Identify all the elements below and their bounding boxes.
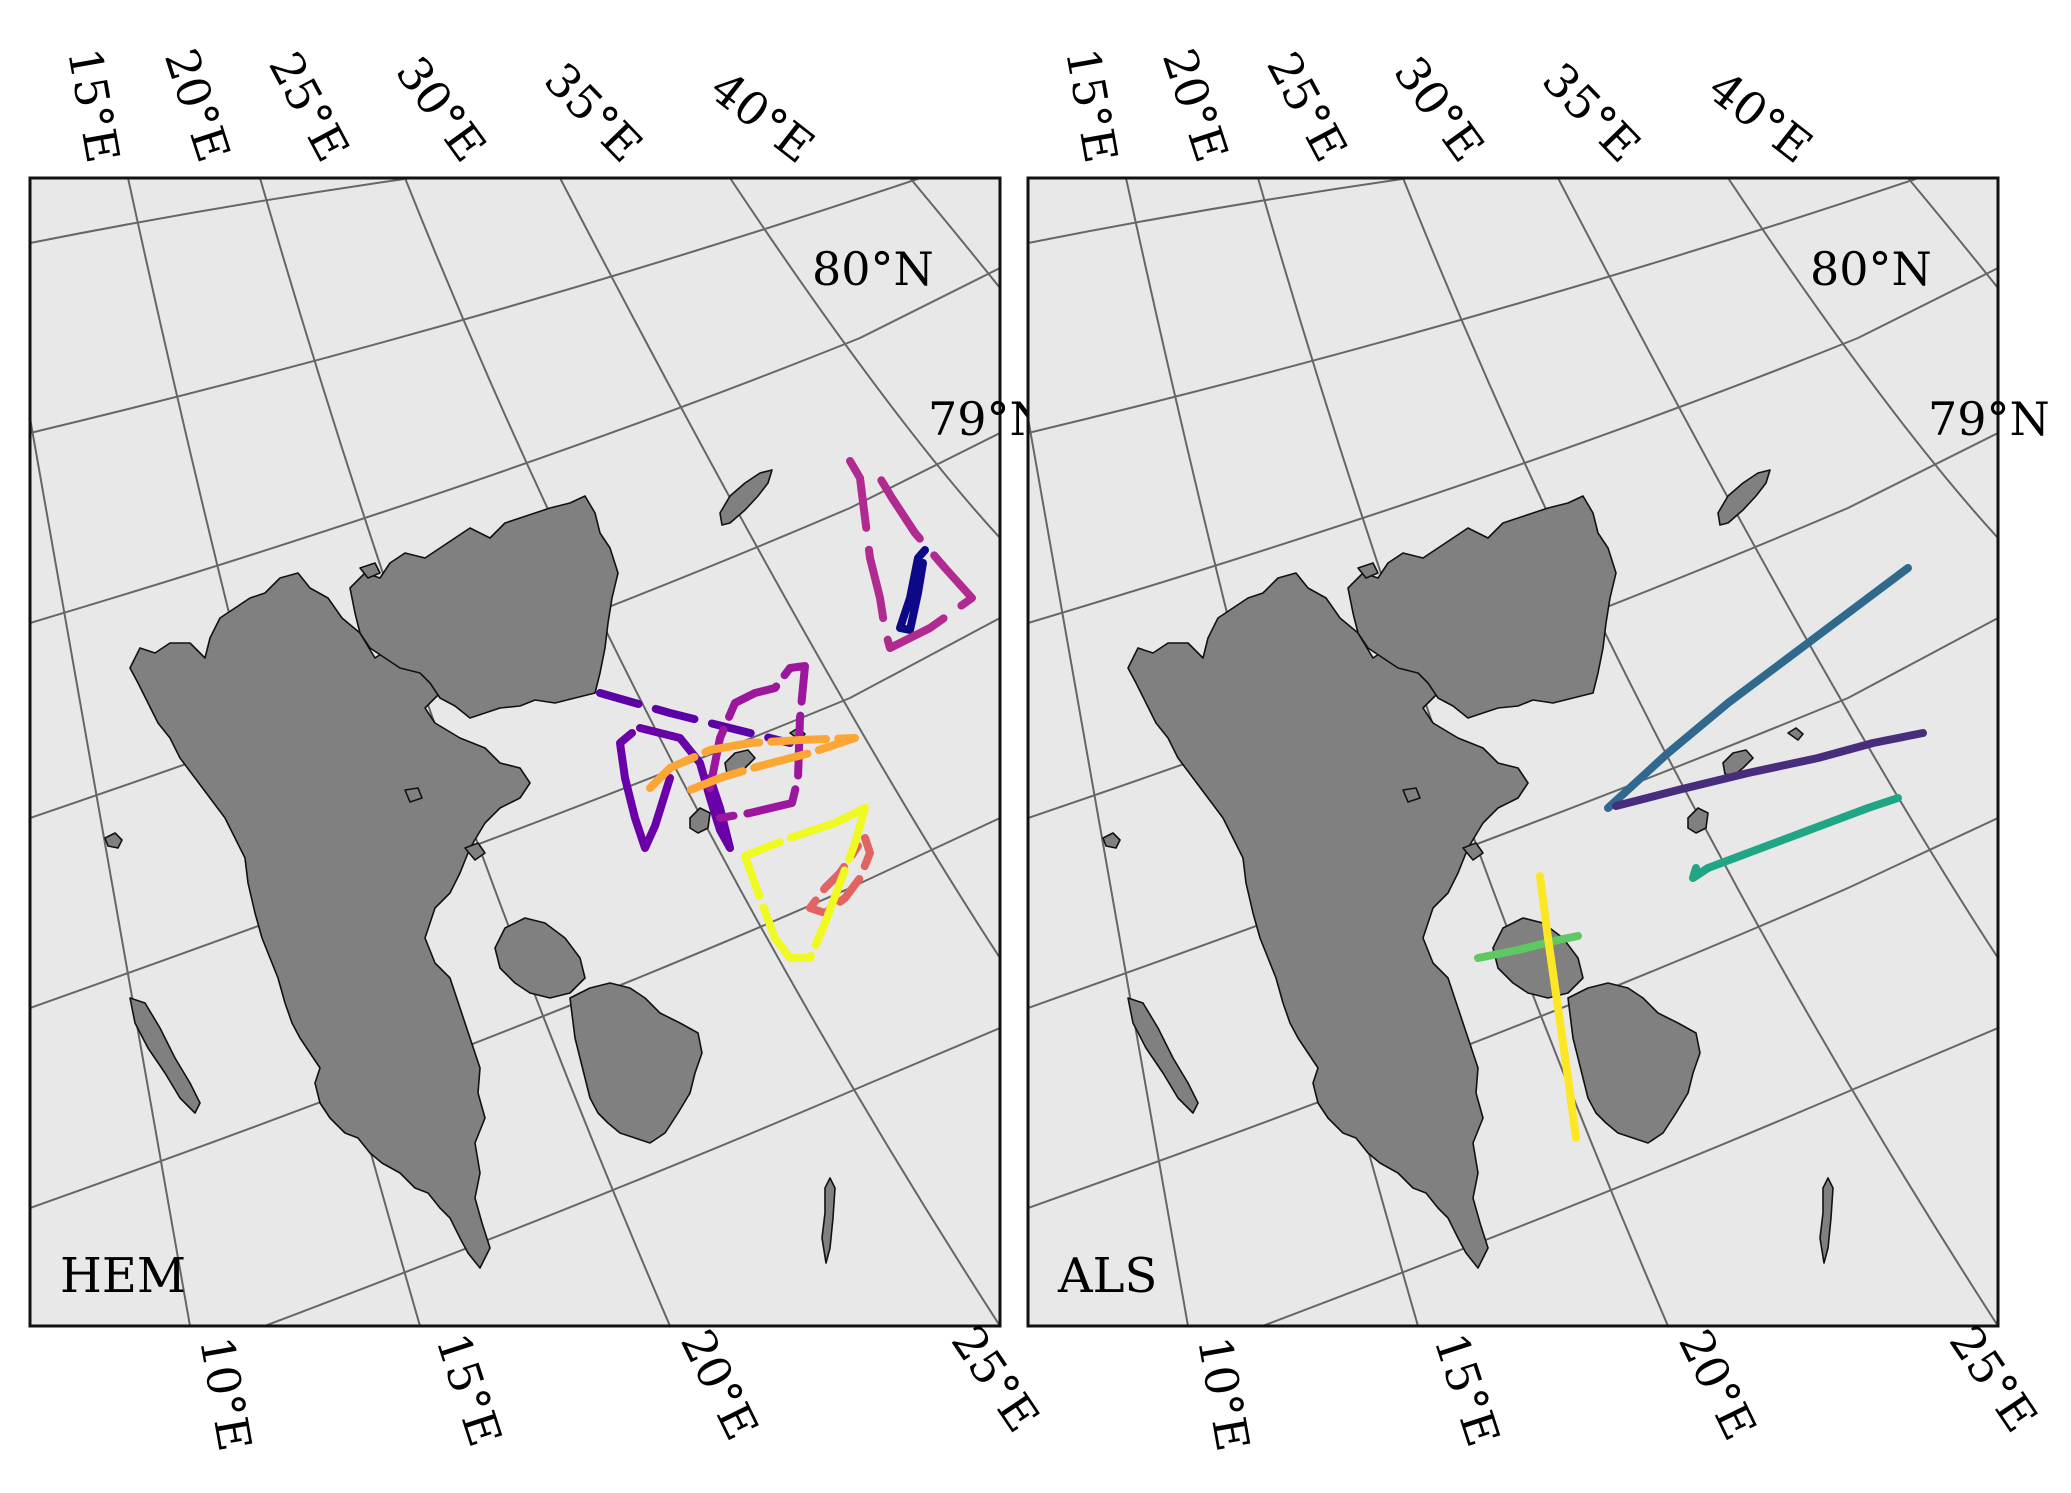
lon-label-top-40e: 40°E [701,60,825,173]
lon-label-bottom-10e: 10°E [1187,1333,1260,1456]
lon-label-bottom-15e: 15°E [426,1327,513,1453]
als-map-panel: ALS 80°N 79°N 15°E 20°E 25°E 30°E 35°E 4… [1026,42,2050,1456]
panel-label: HEM [60,1248,186,1304]
lon-label-bottom-20e: 20°E [1668,1321,1767,1448]
als-track-2 [1612,729,1927,810]
map-frame [1026,176,2000,1328]
hem-track-1 [896,546,929,634]
hem-track-8 [741,804,869,962]
lon-label-bottom-25e: 25°E [1939,1316,2048,1442]
lon-label-bottom-20e: 20°E [670,1321,769,1448]
als-track-4 [1474,932,1582,962]
lon-label-bottom-15e: 15°E [1424,1327,1511,1453]
lon-label-top-15e: 15°E [57,44,130,167]
hem-track-5 [846,457,976,652]
lon-label-top-20e: 20°E [154,42,241,168]
als-track-3 [1689,794,1902,882]
hem-track-7 [646,734,859,794]
lat-label-80n: 80°N [812,242,934,296]
lon-label-top-35e: 35°E [534,52,653,172]
ocean-background [30,178,1000,1326]
hem-track-6 [806,834,874,917]
panel-label: ALS [1057,1248,1157,1304]
hem-map-panel: HEM 80°N 79°N 15°E 20°E 25°E 30°E 35°E 4… [28,42,1050,1456]
lon-label-top-35e: 35°E [1532,52,1651,172]
lat-label-79n: 79°N [1928,392,2050,446]
als-track-5 [1536,872,1580,1142]
lon-label-top-25e: 25°E [258,43,360,170]
hem-track-2 [596,689,794,747]
lon-label-bottom-25e: 25°E [941,1316,1050,1442]
map-frame [28,176,1002,1328]
lon-label-bottom-10e: 10°E [189,1333,262,1456]
lon-label-top-30e: 30°E [1383,47,1494,172]
lon-label-top-25e: 25°E [1256,43,1358,170]
als-track-1 [1604,564,1912,812]
lon-label-top-15e: 15°E [1055,44,1128,167]
lat-label-80n: 80°N [1810,242,1932,296]
lon-label-top-40e: 40°E [1699,60,1823,173]
lon-label-top-20e: 20°E [1152,42,1239,168]
hem-track-4 [706,662,809,822]
lon-label-top-30e: 30°E [385,47,496,172]
